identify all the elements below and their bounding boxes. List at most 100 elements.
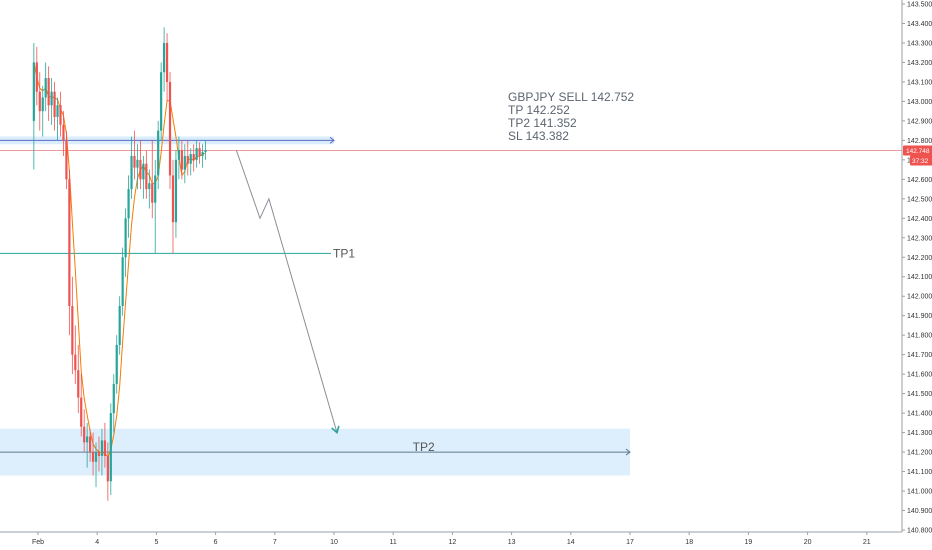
- trade-note-line: TP2 141.352: [508, 116, 577, 130]
- current-price-badge: [903, 145, 932, 156]
- candle-body: [192, 154, 195, 160]
- candle-body: [91, 452, 95, 462]
- price-tick-label: 142.100: [907, 274, 932, 281]
- candle-body: [35, 62, 38, 92]
- time-axis[interactable]: Feb 4 5 6 7 10 11 12 13 14 17 18 19 20 21: [0, 531, 902, 546]
- candle-body: [50, 91, 53, 106]
- time-tick-label: 7: [273, 539, 277, 546]
- time-tick-label: Feb: [32, 539, 44, 546]
- time-tick-label: 21: [863, 539, 871, 546]
- projection-path: [235, 149, 340, 435]
- time-tick-label: 5: [154, 539, 158, 546]
- candle-body: [32, 62, 35, 121]
- candle-body: [198, 148, 201, 156]
- time-tick-label: 19: [745, 539, 753, 546]
- price-tick-label: 141.200: [907, 450, 932, 457]
- price-tick-label: 142.600: [907, 177, 932, 184]
- candle-body: [106, 455, 109, 482]
- price-tick-label: 142.200: [907, 255, 932, 262]
- price-tick-label: 141.300: [907, 430, 932, 437]
- time-tick-label: 10: [330, 539, 338, 546]
- candle-body: [71, 305, 74, 355]
- candle-body: [139, 159, 142, 180]
- trade-note-line: SL 143.382: [508, 129, 569, 143]
- candle-body: [180, 150, 183, 170]
- price-tick-label: 141.600: [907, 372, 932, 379]
- candlesticks: [32, 27, 207, 501]
- time-tick-label: 11: [390, 539, 397, 546]
- candle-body: [59, 105, 62, 125]
- candle-body: [151, 183, 154, 203]
- time-tick-label: 20: [804, 539, 812, 546]
- price-tick-label: 141.500: [907, 391, 932, 398]
- resistance-arrowhead: [329, 136, 335, 144]
- price-tick-label: 143.100: [907, 79, 932, 86]
- candle-body: [127, 189, 130, 219]
- time-tick-label: 18: [685, 539, 693, 546]
- price-tick-label: 142.300: [907, 235, 932, 242]
- trade-note-line: TP 142.252: [508, 103, 570, 117]
- price-tick-label: 143.500: [907, 2, 932, 9]
- time-tick-label: 13: [508, 539, 516, 546]
- candle-body: [195, 148, 198, 160]
- candle-body: [142, 163, 145, 180]
- moving-average-line: [33, 62, 206, 459]
- candle-body: [204, 150, 207, 153]
- candle-body: [183, 155, 186, 170]
- price-axis-bg: [902, 0, 932, 550]
- candle-body: [80, 397, 83, 427]
- countdown-value: 37:32: [912, 158, 929, 165]
- candle-body: [65, 140, 68, 180]
- price-tick-label: 142.500: [907, 196, 932, 203]
- zone-bands: [0, 136, 630, 476]
- candle-body: [109, 413, 112, 482]
- price-axis[interactable]: 143.500 143.400 143.300 143.200 143.100 143.0…: [901, 0, 932, 550]
- price-tick-label: 141.100: [907, 469, 932, 476]
- current-price-value: 142.748: [906, 148, 930, 155]
- price-tick-label: 142.800: [907, 138, 932, 145]
- price-tick-label: 141.800: [907, 333, 932, 340]
- candle-body: [121, 257, 124, 306]
- tp1-label: TP1: [333, 246, 355, 260]
- candle-body: [174, 159, 178, 223]
- time-tick-label: 14: [567, 539, 575, 546]
- candle-body: [154, 175, 157, 203]
- time-tick-label: 12: [449, 539, 457, 546]
- price-tick-label: 143.400: [907, 21, 932, 28]
- moving-average: [33, 62, 206, 459]
- candle-body: [88, 436, 92, 453]
- candle-body: [44, 78, 47, 98]
- candle-body: [189, 154, 192, 164]
- price-tick-label: 140.800: [907, 528, 932, 535]
- candle-body: [177, 150, 180, 160]
- price-tick-label: 142.000: [907, 294, 932, 301]
- projection-arrowhead: [331, 425, 340, 435]
- candle-body: [118, 305, 121, 345]
- price-tick-label: 141.000: [907, 489, 932, 496]
- trade-note-line: GBPJPY SELL 142.752: [508, 90, 634, 104]
- price-tick-label: 142.400: [907, 216, 932, 223]
- price-tick-label: 143.000: [907, 99, 932, 106]
- time-tick-label: 4: [95, 539, 99, 546]
- candle-body: [53, 91, 56, 117]
- candle-body: [130, 155, 133, 190]
- candle-body: [171, 175, 175, 223]
- candle-body: [136, 159, 139, 168]
- candle-body: [201, 152, 204, 156]
- tp2-label: TP2: [413, 440, 435, 454]
- candle-body: [68, 179, 71, 306]
- candle-body: [47, 78, 50, 106]
- candle-body: [165, 42, 169, 82]
- price-tick-label: 143.200: [907, 60, 932, 67]
- candle-body: [157, 130, 160, 176]
- candle-body: [83, 426, 86, 443]
- candle-body: [77, 370, 80, 398]
- candle-body: [97, 452, 101, 456]
- price-tick-label: 141.700: [907, 352, 932, 359]
- time-tick-label: 17: [626, 539, 634, 546]
- candle-body: [148, 183, 151, 190]
- price-tick-label: 140.900: [907, 508, 932, 515]
- price-tick-label: 141.900: [907, 313, 932, 320]
